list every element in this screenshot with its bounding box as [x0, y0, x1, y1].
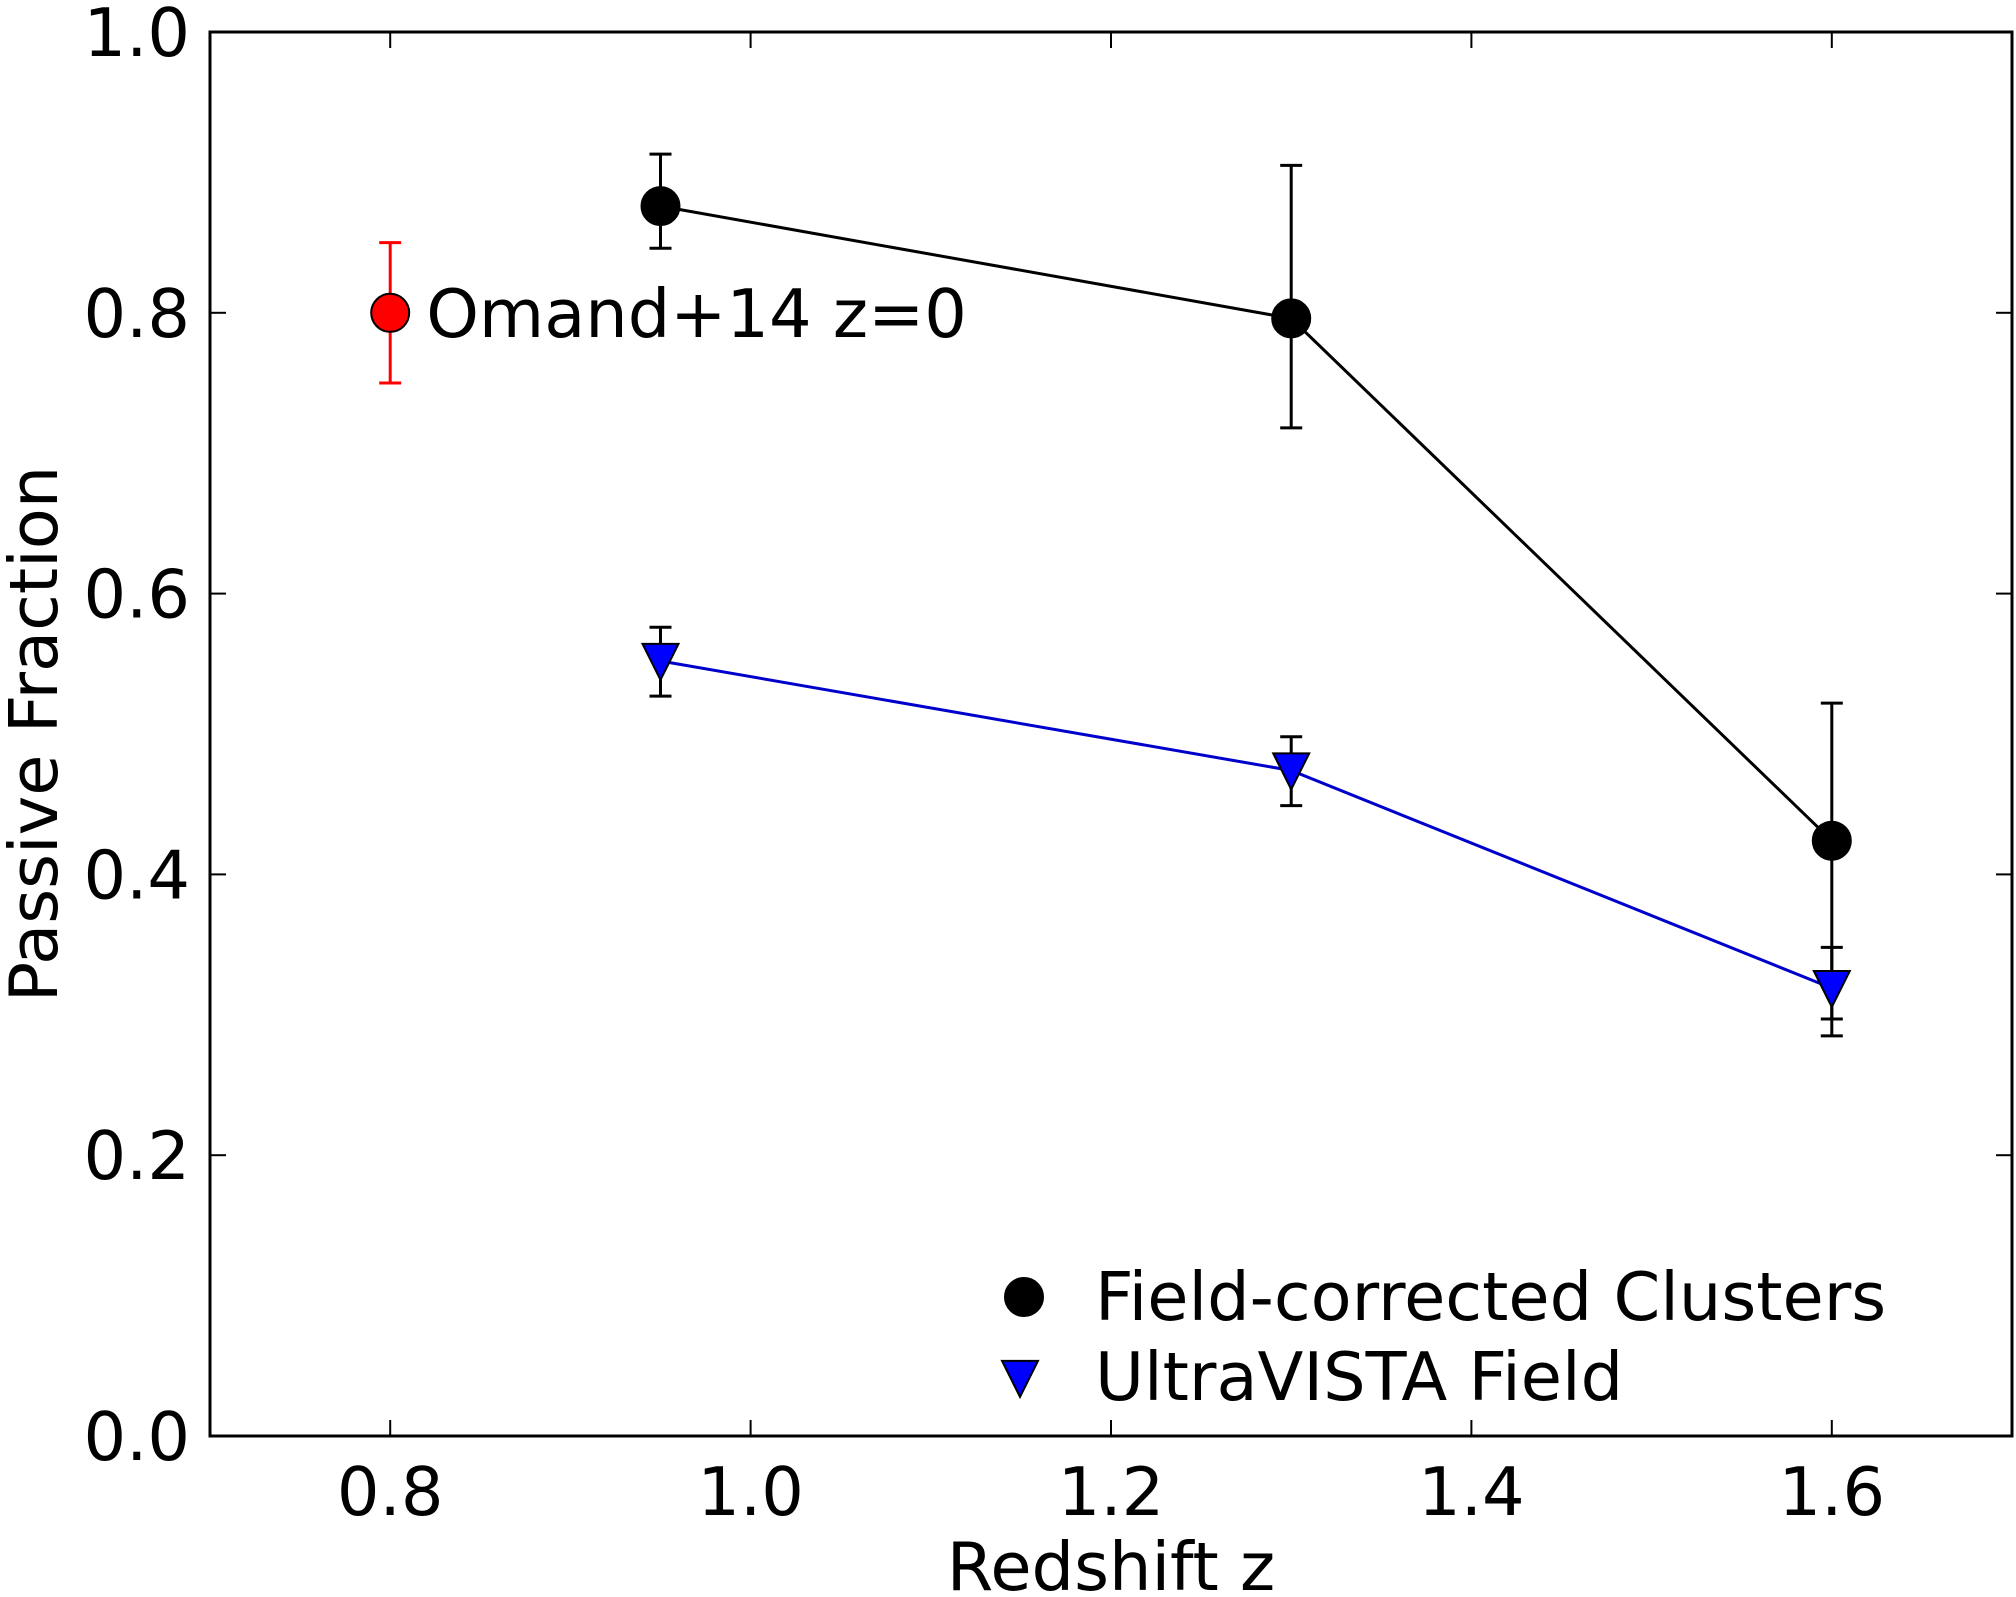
data-point-ultravista: [1812, 970, 1852, 1010]
x-tick-label: 1.0: [697, 1453, 804, 1531]
data-point-clusters: [640, 186, 681, 227]
y-tick-label: 0.6: [83, 556, 190, 634]
legend-marker-clusters: [1004, 1277, 1044, 1317]
plot-frame: [208, 30, 2014, 1438]
y-tick-label: 1.0: [83, 0, 190, 72]
legend-label-ultravista: UltraVISTA Field: [1095, 1338, 1623, 1416]
data-point-clusters: [1271, 298, 1312, 339]
y-axis-title: Passive Fraction: [0, 466, 73, 1003]
data-markers: [640, 186, 1852, 1010]
data-point-ultravista: [640, 642, 681, 683]
y-tick-label: 0.0: [83, 1398, 190, 1476]
omand-annotation: Omand+14 z=0: [370, 241, 967, 385]
legend-label-clusters: Field-corrected Clusters: [1095, 1258, 1886, 1336]
legend-triangle-marker: [1000, 1359, 1040, 1400]
y-tick-label: 0.4: [83, 836, 190, 914]
x-tick-label: 1.2: [1058, 1453, 1165, 1531]
x-tick-label: 1.4: [1418, 1453, 1525, 1531]
legend-circle-marker: [1004, 1277, 1044, 1317]
omand-annotation-label: Omand+14 z=0: [426, 275, 967, 353]
legend: Field-corrected Clusters UltraVISTA Fiel…: [1000, 1258, 1886, 1416]
x-tick-label: 1.6: [1779, 1453, 1886, 1531]
x-tick-label: 0.8: [337, 1453, 444, 1531]
tick-labels: 0.8 1.0 1.2 1.4 1.6 0.0 0.2 0.4 0.6 0.8 1.0: [83, 0, 1885, 1531]
y-tick-label: 0.2: [83, 1117, 190, 1195]
axis-ticks: [210, 31, 2012, 1437]
y-tick-label: 0.8: [83, 275, 190, 353]
data-point-clusters: [1811, 820, 1852, 861]
series-line-ultravista: [660, 659, 1833, 990]
x-axis-title: Redshift z: [947, 1528, 1275, 1597]
omand-data-point: [370, 292, 411, 333]
data-point-ultravista: [1271, 752, 1311, 792]
legend-marker-ultravista: [1000, 1359, 1040, 1400]
